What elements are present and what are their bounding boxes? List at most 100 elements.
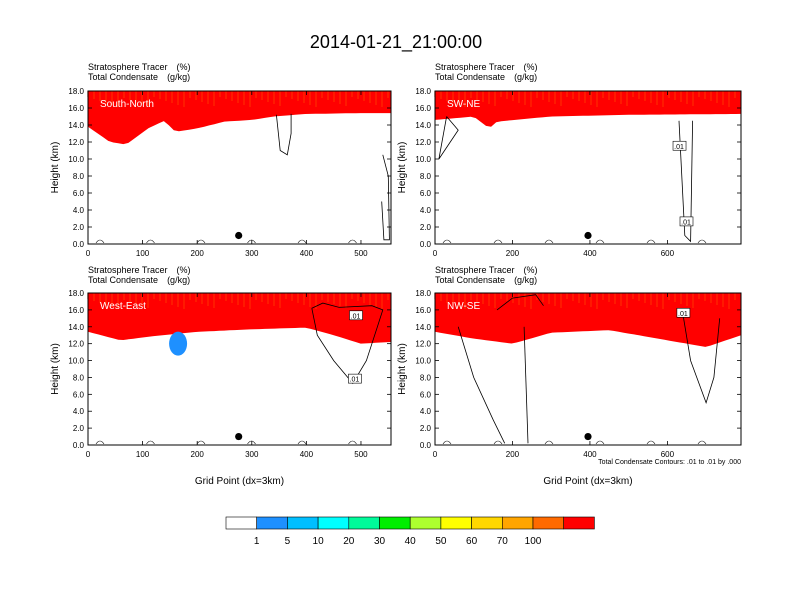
location-marker [235, 231, 243, 240]
y-tick-label: 6.0 [73, 189, 85, 198]
y-tick-label: 14.0 [68, 121, 84, 130]
y-tick-label: 18.0 [68, 87, 84, 96]
x-axis-title: Grid Point (dx=3km) [543, 476, 632, 487]
condensate-contour-0 [311, 302, 384, 385]
location-marker [584, 432, 592, 441]
contour-label-box [676, 307, 691, 318]
plot-frame [87, 90, 392, 245]
panel-1: South-North 0.0 2.0 4.0 6.0 8.0 10.0 12.0 14.0 16… [50, 87, 392, 258]
y-tick-label: 2.0 [420, 424, 432, 433]
condensate-contour-0 [438, 116, 459, 160]
panel-1-title-unit1: (%) [176, 62, 191, 72]
surface-contour [348, 239, 357, 244]
x-tick-label: 0 [86, 450, 91, 459]
contour-label-0: .01 [351, 313, 361, 320]
x-tick-label: 600 [661, 450, 675, 459]
surface-contour [146, 440, 155, 445]
colorbar-label: 5 [285, 536, 291, 547]
panel-3-title-line1: Stratosphere Tracer [88, 265, 168, 275]
surface-contour [697, 239, 707, 244]
tracer-blob [169, 331, 188, 356]
colorbar-label: 50 [435, 536, 447, 547]
panel-2-title-unit2: (g/kg) [514, 72, 538, 82]
panel-3-title-unit2: (g/kg) [167, 275, 191, 285]
panel-4: .01 NW-SE 0.0 2.0 4.0 6.0 8.0 10.0 12.0 14.0 16.0 1… [397, 289, 742, 487]
y-tick-label: 4.0 [420, 206, 432, 215]
colorbar-label: 70 [497, 536, 509, 547]
y-tick-label: 14.0 [415, 323, 431, 332]
panel-2-titles: Stratosphere Tracer (%) Total Condensate (… [435, 62, 538, 82]
surface-contour [493, 239, 503, 244]
panel-4-title-line1: Stratosphere Tracer [435, 265, 515, 275]
y-tick-label: 10.0 [68, 357, 84, 366]
location-marker [584, 231, 592, 240]
plot-frame [434, 292, 742, 446]
surface-contour [196, 239, 206, 244]
colorbar-swatch [287, 516, 319, 530]
y-tick-label: 8.0 [420, 373, 432, 382]
y-tick-label: 6.0 [73, 390, 85, 399]
panel-2: .01 .01 SW-NE 0.0 2.0 4.0 6.0 8.0 10.0 12.0 14.0 16… [397, 87, 742, 258]
panel-3-title-line2: Total Condensate [88, 275, 159, 285]
surface-contour [646, 440, 656, 445]
y-tick-label: 6.0 [420, 390, 432, 399]
y-axis-title: Height (km) [50, 142, 61, 194]
surface-contour [196, 440, 206, 445]
tracer-band-0 [88, 293, 391, 344]
panel-2-title-line1: Stratosphere Tracer [435, 62, 515, 72]
x-tick-label: 500 [354, 450, 368, 459]
y-tick-label: 8.0 [73, 172, 85, 181]
x-tick-label: 200 [506, 450, 520, 459]
colorbar-swatch [440, 516, 472, 530]
panel-4-title-unit1: (%) [523, 265, 538, 275]
contour-note: Total Condensate Contours: .01 to .01 by… [598, 459, 741, 466]
tracer-band-0 [435, 91, 741, 127]
main-title: 2014-01-21_21:00:00 [309, 32, 483, 52]
colorbar-label: 20 [343, 536, 355, 547]
y-tick-label: 4.0 [420, 407, 432, 416]
colorbar-swatch [379, 516, 411, 530]
y-tick-label: 18.0 [68, 289, 84, 298]
panel-1-title-line1: Stratosphere Tracer [88, 62, 168, 72]
colorbar-swatch [532, 516, 565, 530]
plot-frame [87, 292, 392, 446]
x-tick-label: 300 [245, 249, 259, 258]
y-tick-label: 16.0 [415, 306, 431, 315]
x-tick-label: 100 [136, 249, 150, 258]
contour-label-box [672, 140, 687, 151]
y-tick-label: 12.0 [415, 340, 431, 349]
condensate-contour-1 [381, 154, 390, 241]
y-tick-label: 18.0 [415, 289, 431, 298]
condensate-contour-1 [678, 120, 693, 243]
x-tick-label: 400 [583, 249, 597, 258]
contour-label-box [348, 373, 362, 384]
x-tick-label: 200 [191, 249, 205, 258]
colorbar-label: 10 [313, 536, 325, 547]
y-tick-label: 16.0 [68, 306, 84, 315]
surface-contour [697, 440, 707, 445]
colorbar-label: 1 [254, 536, 260, 547]
panel-2-title-line2: Total Condensate [435, 72, 506, 82]
surface-contour [297, 440, 307, 445]
x-tick-label: 600 [661, 249, 675, 258]
y-tick-label: 14.0 [68, 323, 84, 332]
contour-label-0: .01 [678, 311, 688, 318]
y-tick-label: 10.0 [415, 357, 431, 366]
y-axis-title: Height (km) [397, 343, 408, 395]
y-tick-label: 0.0 [73, 240, 85, 249]
panel-4-titles: Stratosphere Tracer (%) Total Condensate (… [435, 265, 538, 285]
colorbar-swatch [409, 516, 442, 530]
panel-3-titles: Stratosphere Tracer (%) Total Condensate (… [88, 265, 191, 285]
surface-contour [595, 440, 605, 445]
y-axis-title: Height (km) [50, 343, 61, 395]
surface-contour [95, 440, 105, 445]
x-tick-label: 400 [300, 249, 314, 258]
panel-3-title-unit1: (%) [176, 265, 191, 275]
x-tick-label: 300 [245, 450, 259, 459]
colorbar-label: 100 [525, 536, 542, 547]
panel-1-titles: Stratosphere Tracer (%) Total Condensate (… [88, 62, 191, 82]
y-tick-label: 16.0 [68, 104, 84, 113]
y-tick-label: 2.0 [420, 223, 432, 232]
colorbar-swatch [225, 516, 258, 530]
